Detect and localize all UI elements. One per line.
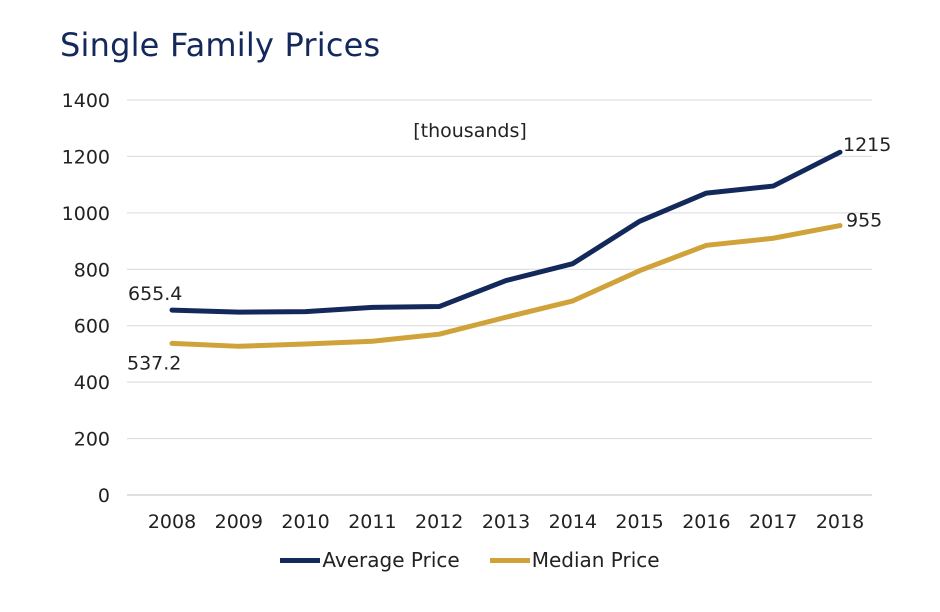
legend-swatch-average-price	[280, 557, 321, 563]
y-tick-label-1200: 1200	[62, 146, 110, 168]
chart-legend: Average Price Median Price	[0, 548, 940, 572]
x-tick-label-2018: 2018	[816, 511, 864, 533]
y-tick-label-0: 0	[98, 485, 110, 507]
legend-label-average-price: Average Price	[322, 548, 460, 572]
x-tick-label-2013: 2013	[482, 511, 530, 533]
series-line-average-price	[169, 149, 843, 315]
data-label-average-last: 1215	[843, 134, 891, 156]
x-tick-label-2017: 2017	[749, 511, 797, 533]
x-tick-label-2008: 2008	[148, 511, 196, 533]
y-tick-label-1000: 1000	[62, 203, 110, 225]
legend-item-average-price: Average Price	[280, 548, 460, 572]
x-tick-label-2010: 2010	[281, 511, 329, 533]
x-tick-label-2009: 2009	[215, 511, 263, 533]
y-tick-label-800: 800	[74, 259, 110, 281]
y-tick-label-1400: 1400	[62, 90, 110, 112]
y-tick-label-600: 600	[74, 316, 110, 338]
x-tick-label-2011: 2011	[348, 511, 396, 533]
data-label-median-first: 537.2	[127, 352, 181, 374]
data-label-median-last: 955	[846, 210, 882, 232]
x-tick-label-2016: 2016	[682, 511, 730, 533]
x-tick-label-2014: 2014	[549, 511, 597, 533]
series-line-median-price	[169, 223, 843, 349]
thousands-annotation: [thousands]	[413, 120, 527, 142]
y-tick-label-200: 200	[74, 429, 110, 451]
chart-title: Single Family Prices	[60, 26, 381, 64]
data-label-average-first: 655.4	[128, 283, 182, 305]
legend-label-median-price: Median Price	[531, 548, 660, 572]
y-tick-label-400: 400	[74, 372, 110, 394]
legend-swatch-median-price	[489, 557, 530, 563]
x-tick-label-2012: 2012	[415, 511, 463, 533]
x-tick-label-2015: 2015	[615, 511, 663, 533]
legend-item-median-price: Median Price	[489, 548, 660, 572]
